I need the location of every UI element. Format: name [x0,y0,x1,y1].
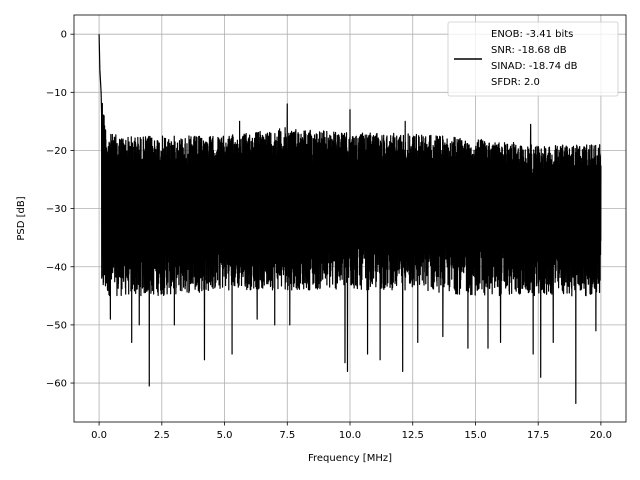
y-tick-label: −20 [46,146,67,157]
series-layer [98,34,602,404]
x-tick-label: 5.0 [217,430,233,441]
x-tick-label: 12.5 [402,430,424,441]
psd-series-line [98,34,602,404]
legend-entry-enob: ENOB: -3.41 bits [491,29,573,40]
y-tick-label: 0 [61,30,67,41]
legend-entry-snr: SNR: -18.68 dB [491,45,567,56]
x-tick-label: 17.5 [527,430,549,441]
y-tick-label: −50 [46,320,67,331]
x-axis-label: Frequency [MHz] [308,453,392,464]
y-tick-label: −30 [46,204,67,215]
y-tick-label: −60 [46,379,67,390]
x-tick-label: 20.0 [590,430,612,441]
ticks: 0.0 2.5 5.0 7.5 10.0 12.5 15.0 17.5 20.0 0 −10 −20 −… [46,30,612,441]
x-tick-label: 7.5 [279,430,295,441]
y-tick-label: −40 [46,262,67,273]
x-tick-label: 0.0 [91,430,107,441]
y-tick-label: −10 [46,88,67,99]
legend-box [447,21,619,97]
x-tick-label: 2.5 [154,430,170,441]
legend: ENOB: -3.41 bits SNR: -18.68 dB SINAD: -… [447,21,619,97]
y-axis-label: PSD [dB] [16,196,27,240]
x-tick-label: 15.0 [464,430,486,441]
x-tick-label: 10.0 [339,430,361,441]
legend-entry-sfdr: SFDR: 2.0 [491,77,540,88]
legend-entry-sinad: SINAD: -18.74 dB [491,61,578,72]
